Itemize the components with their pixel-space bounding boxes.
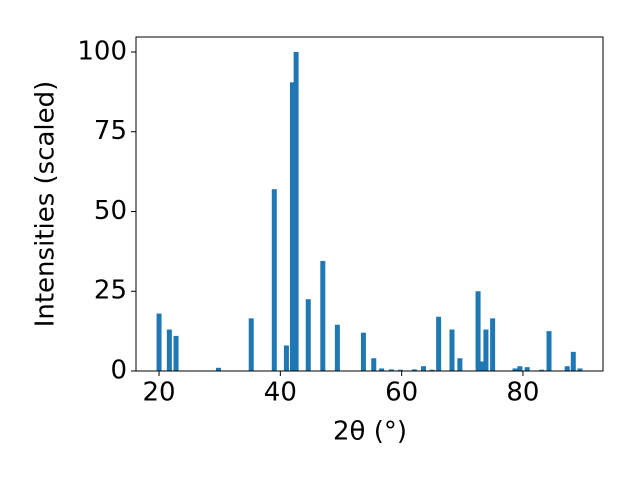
bar <box>512 368 518 371</box>
bar <box>289 82 295 371</box>
bar <box>475 291 481 371</box>
bar <box>371 358 377 371</box>
bar <box>248 318 254 371</box>
bar <box>546 331 552 371</box>
bar <box>397 369 403 371</box>
bar <box>480 361 486 371</box>
bar <box>449 329 455 371</box>
bar <box>524 367 530 371</box>
bar <box>539 369 545 371</box>
bar <box>388 369 394 371</box>
bar <box>379 368 385 371</box>
bar <box>490 318 496 371</box>
bar <box>215 367 221 371</box>
y-axis-label: Intensities (scaled) <box>31 81 61 328</box>
bar <box>429 369 435 371</box>
y-tick-label: 75 <box>94 116 127 146</box>
x-tick-label: 20 <box>142 378 175 408</box>
x-tick-label: 60 <box>385 378 418 408</box>
x-tick-label: 80 <box>506 378 539 408</box>
bar <box>483 329 489 371</box>
bar <box>457 358 463 371</box>
bar <box>334 324 340 371</box>
bar <box>564 366 570 371</box>
x-axis-label: 2θ (°) <box>333 417 407 447</box>
x-tick-label: 40 <box>264 378 297 408</box>
y-tick-label: 50 <box>94 196 127 226</box>
bar <box>293 51 299 371</box>
y-tick-label: 0 <box>110 356 127 386</box>
bar <box>570 351 576 371</box>
y-tick-label: 25 <box>94 276 127 306</box>
bar <box>166 329 172 371</box>
bar <box>283 345 289 371</box>
plot-frame <box>135 36 604 372</box>
y-tick-label: 100 <box>77 36 127 66</box>
bar <box>577 368 583 371</box>
bar <box>420 366 426 371</box>
bar <box>360 332 366 371</box>
bar <box>320 260 326 371</box>
bar <box>436 316 442 371</box>
bar <box>411 369 417 371</box>
bar <box>305 299 311 371</box>
bar <box>517 366 523 371</box>
bar <box>271 189 277 371</box>
bar <box>156 313 162 371</box>
bar <box>173 335 179 371</box>
